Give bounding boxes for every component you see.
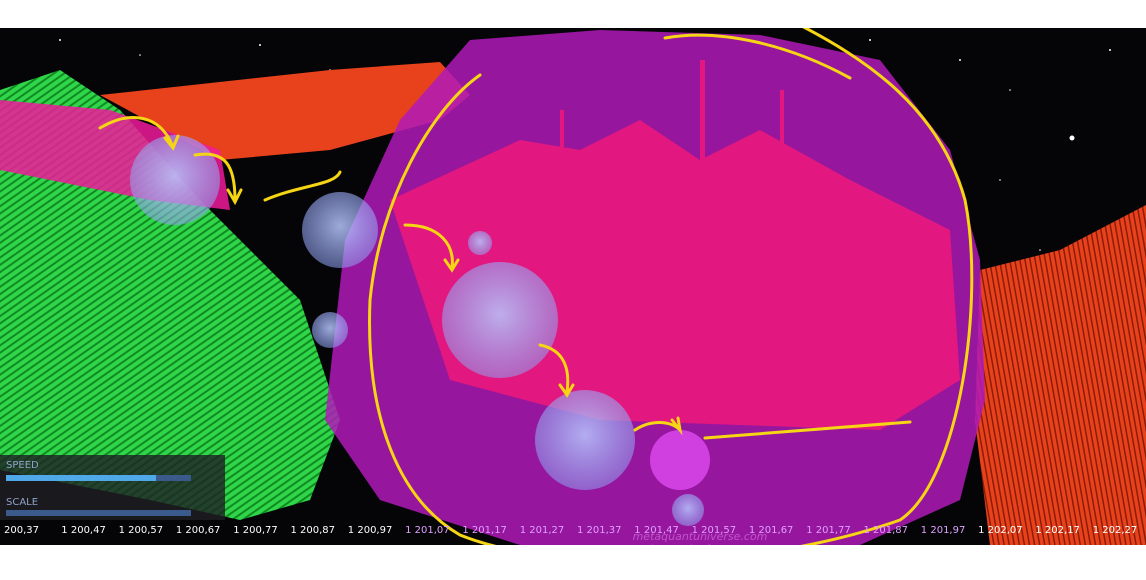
axis-label: 1 201,27 xyxy=(520,525,565,536)
axis-label: 1 201,07 xyxy=(405,525,450,536)
speed-fill xyxy=(6,475,156,481)
scale-label: SCALE xyxy=(6,497,38,508)
axis-label: 1 201,47 xyxy=(634,525,679,536)
watermark: metaquantuniverse.com xyxy=(633,530,768,543)
axis-label: 1 200,77 xyxy=(233,525,278,536)
axis-label: 1 201,67 xyxy=(749,525,794,536)
controls-panel: SPEED SCALE xyxy=(0,455,225,520)
axis-label: 1 200,47 xyxy=(61,525,106,536)
axis-label: 200,37 xyxy=(4,525,39,536)
panel-bg xyxy=(0,455,225,520)
axis-label: 1 200,97 xyxy=(348,525,393,536)
annotations xyxy=(98,28,974,545)
stars xyxy=(59,39,1121,251)
axis-label: 1 201,57 xyxy=(692,525,737,536)
price-axis: 200,37 1 200,47 1 200,57 1 200,67 1 200,77 1 … xyxy=(4,525,1137,536)
axis-label: 1 201,97 xyxy=(921,525,966,536)
viewport: SPEED SCALE 200,37 1 200,47 1 200,57 1 200,… xyxy=(0,28,1146,555)
axis-label: 1 200,67 xyxy=(176,525,221,536)
axis-label: 1 202,27 xyxy=(1093,525,1138,536)
axis-label: 1 200,57 xyxy=(119,525,164,536)
red-blocks-right xyxy=(975,205,1146,545)
axis-label: 1 200,87 xyxy=(291,525,336,536)
axis-label: 1 202,17 xyxy=(1035,525,1080,536)
axis-label: 1 201,17 xyxy=(462,525,507,536)
watermark: metaquantuniverse.com xyxy=(633,542,768,555)
axis-label: 1 201,87 xyxy=(864,525,909,536)
scale-slider[interactable] xyxy=(6,510,191,516)
bubbles xyxy=(130,135,710,526)
axis-label: 1 202,07 xyxy=(978,525,1023,536)
axis-label: 1 201,37 xyxy=(577,525,622,536)
speed-label: SPEED xyxy=(6,460,39,471)
axis-label: 1 201,77 xyxy=(806,525,851,536)
red-ridge-top xyxy=(100,62,470,160)
